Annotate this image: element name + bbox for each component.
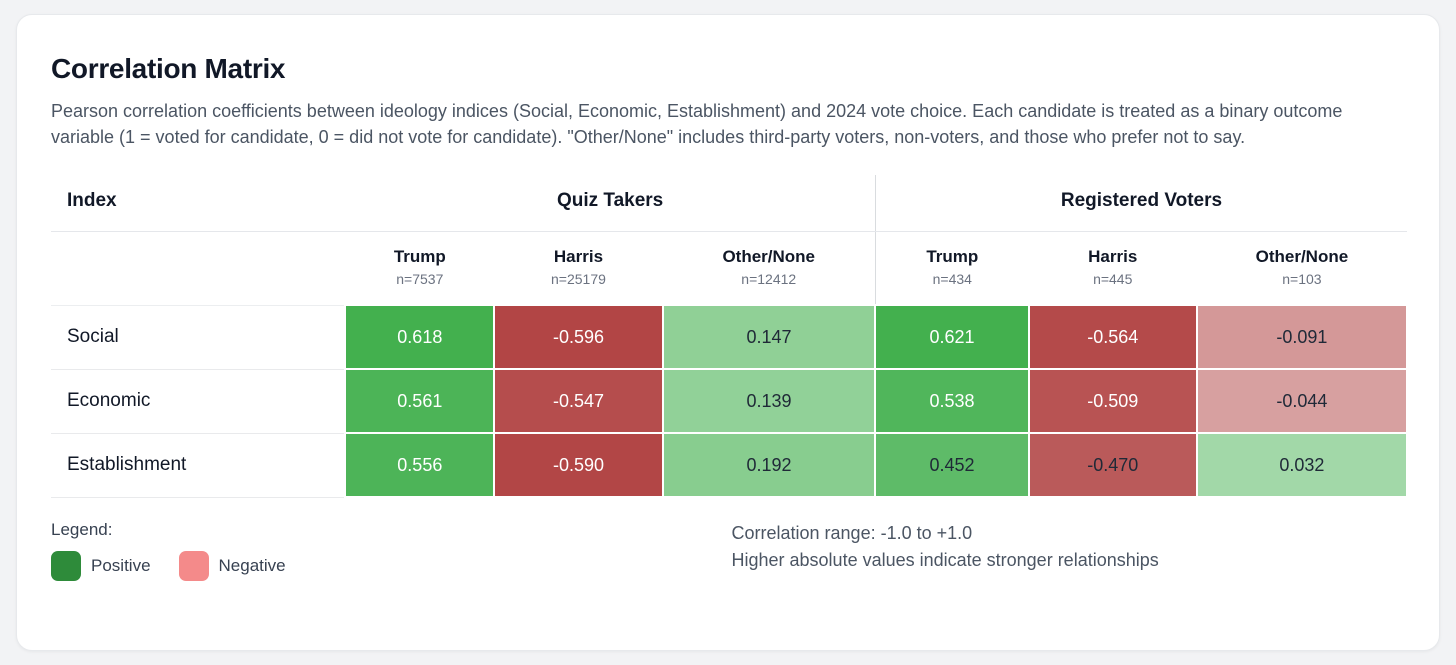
correlation-cell: 0.139 bbox=[661, 368, 877, 434]
matrix-row: Economic 0.561 -0.547 0.139 0.538 -0.509 -0.04… bbox=[51, 368, 1409, 434]
group-header-quiz-takers: Quiz Takers bbox=[345, 175, 876, 232]
legend-item-label: Negative bbox=[218, 556, 286, 575]
correlation-matrix-table: Index Quiz Takers Registered Voters Trum… bbox=[51, 175, 1409, 498]
correlation-cell: -0.470 bbox=[1027, 432, 1198, 498]
correlation-matrix-card: Correlation Matrix Pearson correlation c… bbox=[16, 14, 1440, 651]
correlation-cell: 0.618 bbox=[344, 304, 496, 370]
correlation-cell: -0.509 bbox=[1027, 368, 1198, 434]
column-header-trump-quiz: Trump n=7537 bbox=[345, 231, 495, 306]
legend: Legend: Positive Negative bbox=[51, 520, 730, 581]
candidate-name: Other/None bbox=[722, 247, 816, 266]
strength-note: Higher absolute values indicate stronger… bbox=[731, 550, 1159, 570]
row-label: Establishment bbox=[51, 433, 346, 498]
group-header-row: Index Quiz Takers Registered Voters bbox=[51, 175, 1407, 232]
sample-size: n=7537 bbox=[396, 271, 444, 287]
correlation-cell: 0.032 bbox=[1195, 432, 1409, 498]
correlation-cell: -0.596 bbox=[493, 304, 664, 370]
candidate-name: Harris bbox=[1088, 247, 1138, 266]
legend-item-negative: Negative bbox=[178, 551, 286, 581]
matrix-body: Social 0.618 -0.596 0.147 0.621 -0.564 -0.091 E… bbox=[51, 304, 1409, 498]
correlation-cell: -0.564 bbox=[1027, 304, 1198, 370]
empty-header-cell bbox=[51, 231, 346, 306]
positive-color-swatch bbox=[51, 551, 81, 581]
candidate-header-row: Trump n=7537 Harris n=25179 Other/None n… bbox=[51, 231, 1407, 306]
correlation-cell: 0.452 bbox=[874, 432, 1030, 498]
correlation-cell: -0.590 bbox=[493, 432, 664, 498]
card-footer: Legend: Positive Negative Correlation ra… bbox=[51, 520, 1408, 581]
correlation-cell: 0.556 bbox=[344, 432, 496, 498]
negative-color-swatch bbox=[178, 551, 209, 581]
correlation-cell: 0.147 bbox=[661, 304, 877, 370]
candidate-name: Harris bbox=[553, 247, 604, 266]
sample-size: n=103 bbox=[1282, 271, 1322, 287]
column-header-other-quiz: Other/None n=12412 bbox=[662, 231, 876, 306]
column-header-harris-quiz: Harris n=25179 bbox=[494, 231, 663, 306]
matrix-row: Social 0.618 -0.596 0.147 0.621 -0.564 -0.091 bbox=[51, 304, 1409, 370]
matrix-row: Establishment 0.556 -0.590 0.192 0.452 -0.470… bbox=[51, 432, 1409, 498]
correlation-cell: -0.547 bbox=[493, 368, 664, 434]
correlation-cell: 0.561 bbox=[344, 368, 496, 434]
candidate-name: Other/None bbox=[1255, 247, 1349, 266]
notes: Correlation range: -1.0 to +1.0 Higher a… bbox=[730, 520, 1409, 581]
correlation-cell: 0.538 bbox=[874, 368, 1030, 434]
sample-size: n=434 bbox=[932, 271, 972, 287]
index-column-header: Index bbox=[51, 175, 346, 232]
row-label: Social bbox=[51, 305, 346, 370]
legend-item-label: Positive bbox=[91, 556, 151, 575]
column-header-trump-registered: Trump n=434 bbox=[874, 231, 1029, 306]
page-title: Correlation Matrix bbox=[51, 53, 286, 84]
group-header-registered-voters: Registered Voters bbox=[874, 175, 1407, 232]
legend-title: Legend: bbox=[51, 520, 113, 539]
legend-item-positive: Positive bbox=[51, 551, 151, 581]
column-header-other-registered: Other/None n=103 bbox=[1196, 231, 1407, 306]
row-label: Economic bbox=[51, 369, 346, 434]
sample-size: n=12412 bbox=[741, 271, 797, 287]
correlation-cell: -0.091 bbox=[1195, 304, 1409, 370]
card-description: Pearson correlation coefficients between… bbox=[51, 101, 1343, 147]
sample-size: n=445 bbox=[1093, 271, 1133, 287]
column-header-harris-registered: Harris n=445 bbox=[1028, 231, 1197, 306]
sample-size: n=25179 bbox=[551, 271, 606, 287]
correlation-range-note: Correlation range: -1.0 to +1.0 bbox=[731, 523, 973, 543]
candidate-name: Trump bbox=[393, 247, 446, 266]
correlation-cell: 0.621 bbox=[874, 304, 1030, 370]
candidate-name: Trump bbox=[926, 247, 979, 266]
correlation-cell: 0.192 bbox=[661, 432, 877, 498]
correlation-cell: -0.044 bbox=[1195, 368, 1409, 434]
